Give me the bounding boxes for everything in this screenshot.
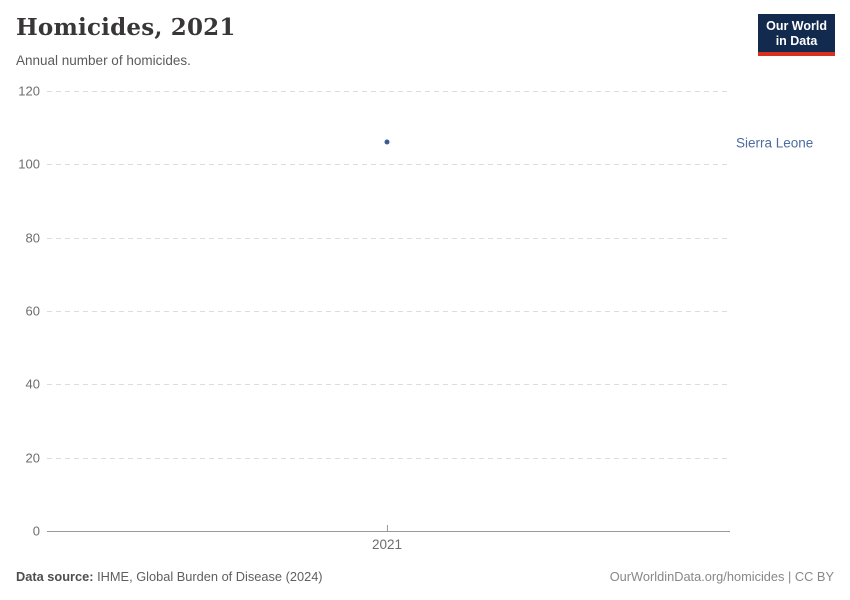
y-axis-tick-label: 60: [25, 303, 40, 319]
data-source: Data source: IHME, Global Burden of Dise…: [16, 569, 323, 584]
gridline: [47, 384, 727, 386]
data-source-value: IHME, Global Burden of Disease (2024): [97, 569, 323, 584]
x-axis-tick-label: 2021: [371, 537, 403, 552]
y-axis-tick-label: 100: [18, 156, 40, 172]
gridline: [47, 311, 727, 312]
series-label-sierra-leone[interactable]: Sierra Leone: [736, 135, 814, 151]
gridline: [47, 457, 727, 459]
owid-logo-line1: Our World: [766, 19, 827, 33]
owid-logo-line2: in Data: [775, 33, 818, 48]
page-title: Homicides, 2021: [16, 14, 236, 41]
y-axis-tick-label: 120: [18, 83, 40, 99]
credit-link[interactable]: OurWorldinData.org/homicides | CC BY: [609, 569, 834, 584]
data-source-label: Data source:: [16, 569, 94, 584]
chart-footer: Data source: IHME, Global Burden of Dise…: [16, 569, 834, 584]
y-axis-tick-label: 40: [25, 376, 40, 392]
y-axis-tick-label: 80: [25, 230, 40, 246]
gridline: [47, 237, 727, 239]
chart-subtitle: Annual number of homicides.: [16, 53, 191, 68]
x-axis-line: [47, 531, 730, 532]
y-axis-tick-label: 0: [32, 523, 40, 539]
x-axis-tick: [387, 525, 388, 531]
owid-logo[interactable]: Our World in Data: [758, 14, 835, 56]
gridline: [47, 91, 727, 92]
y-axis-tick-label: 20: [25, 450, 40, 466]
data-point-sierra-leone[interactable]: [384, 139, 390, 145]
gridline: [47, 164, 727, 166]
